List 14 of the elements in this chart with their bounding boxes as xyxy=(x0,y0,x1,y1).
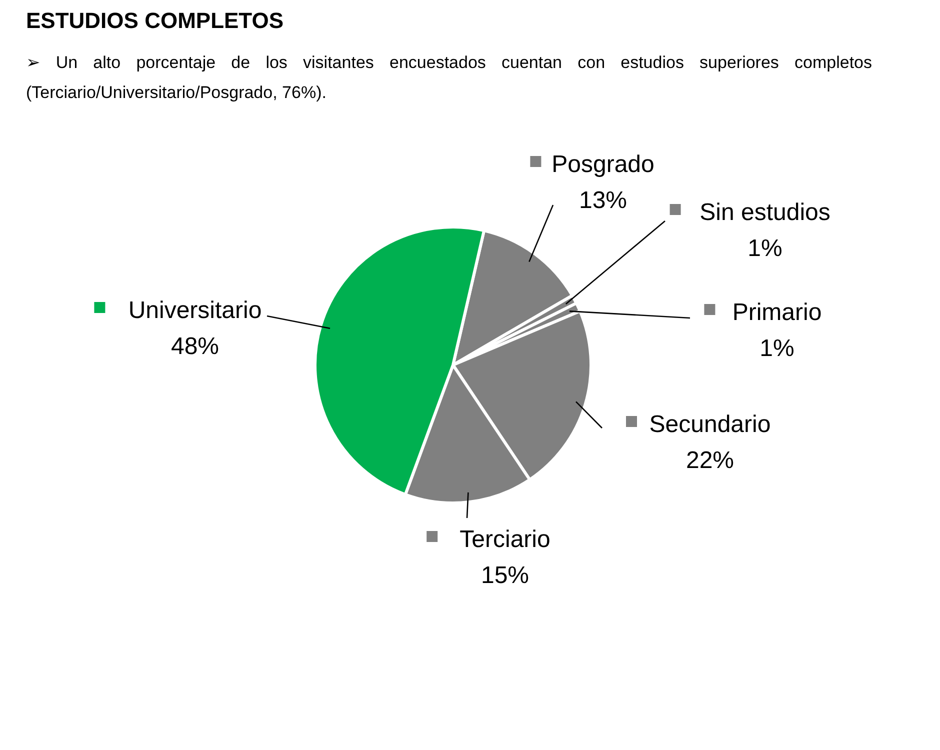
data-label: 1% xyxy=(760,335,794,362)
chart-subtitle: ➢ Un alto porcentaje de los visitantes encuestados cuentan con estudios superiores completos (Terciario/Universitario/Posgrado, 76%). xyxy=(26,52,872,104)
legend-label: Secundario xyxy=(649,411,771,438)
legend-label: Primario xyxy=(732,299,822,326)
chart-title: ESTUDIOS COMPLETOS xyxy=(26,8,285,34)
legend-label: Sin estudios xyxy=(700,199,830,226)
data-label: 1% xyxy=(748,235,782,262)
data-label: 22% xyxy=(686,447,734,474)
data-label: 15% xyxy=(480,562,530,589)
data-label: 48% xyxy=(170,333,220,360)
legend-label: Universitario xyxy=(128,297,262,324)
data-label: 13% xyxy=(578,187,628,214)
legend-label: Posgrado xyxy=(552,151,654,178)
legend-label: Terciario xyxy=(460,526,550,553)
